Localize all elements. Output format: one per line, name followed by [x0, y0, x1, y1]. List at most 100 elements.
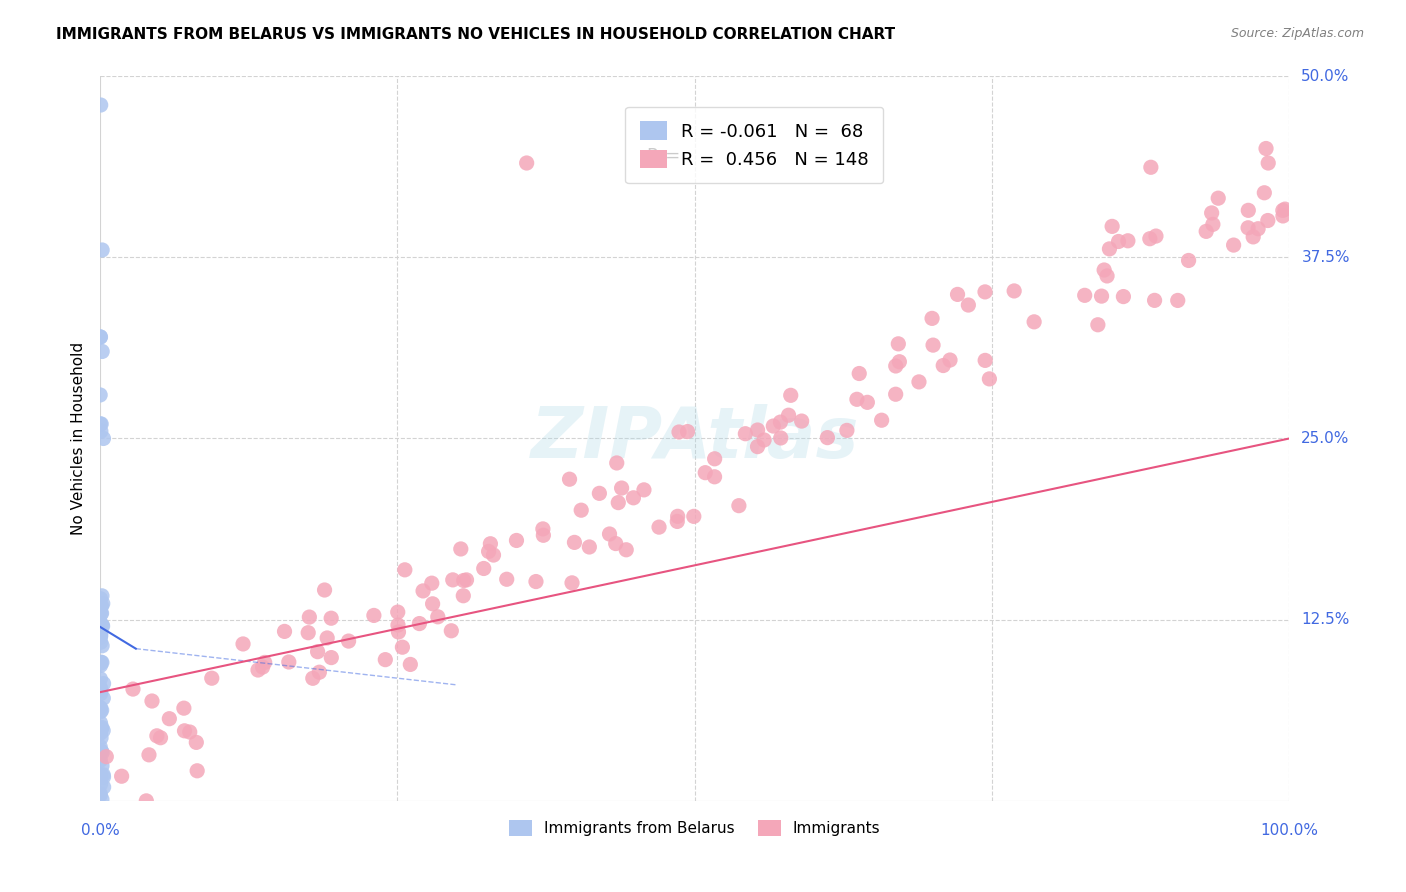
Point [232, 637, 254, 651]
Point [762, 419, 785, 434]
Point [91, 618, 114, 632]
Point [173, 723, 195, 738]
Point [979, 372, 1001, 386]
Point [605, 536, 627, 550]
Point [173, 701, 195, 715]
Point [277, 655, 299, 669]
Point [321, 611, 343, 625]
Point [769, 415, 792, 429]
Point [89, 330, 111, 344]
Point [1222, 238, 1244, 252]
Point [666, 509, 689, 524]
Point [186, 764, 208, 778]
Point [531, 528, 554, 542]
Point [889, 355, 911, 369]
Point [273, 624, 295, 639]
Point [1090, 289, 1112, 303]
Point [89, 417, 111, 431]
Point [408, 616, 430, 631]
Point [89, 388, 111, 402]
Point [695, 466, 717, 480]
Point [747, 423, 769, 437]
Point [1254, 141, 1277, 155]
Point [666, 515, 689, 529]
Point [93, 780, 115, 794]
Point [111, 769, 134, 783]
Point [524, 574, 547, 589]
Text: R =: R = [647, 147, 686, 165]
Point [374, 653, 396, 667]
Point [1202, 218, 1225, 232]
Point [308, 665, 330, 680]
Text: ZIPAtlas: ZIPAtlas [530, 404, 859, 473]
Point [599, 527, 621, 541]
Point [835, 424, 858, 438]
Point [472, 561, 495, 575]
Point [957, 298, 980, 312]
Point [848, 367, 870, 381]
Point [89, 723, 111, 738]
Point [588, 486, 610, 500]
Point [1237, 220, 1260, 235]
Text: Source: ZipAtlas.com: Source: ZipAtlas.com [1230, 27, 1364, 40]
Point [301, 671, 323, 685]
Point [815, 431, 838, 445]
Point [1024, 315, 1046, 329]
Point [728, 499, 751, 513]
Point [974, 285, 997, 299]
Point [90, 731, 112, 745]
Point [90, 792, 112, 806]
Point [505, 533, 527, 548]
Point [752, 433, 775, 447]
Point [607, 495, 630, 509]
Point [186, 735, 208, 749]
Point [1206, 191, 1229, 205]
Point [939, 353, 962, 368]
Point [90, 744, 112, 758]
Point [478, 544, 501, 558]
Point [138, 747, 160, 762]
Point [1253, 186, 1275, 200]
Point [440, 624, 463, 638]
Point [394, 563, 416, 577]
Point [321, 650, 343, 665]
Point [856, 395, 879, 409]
Point [387, 618, 409, 632]
Point [450, 541, 472, 556]
Point [90, 417, 112, 431]
Point [887, 336, 910, 351]
Point [297, 625, 319, 640]
Point [1073, 288, 1095, 302]
Point [946, 287, 969, 301]
Point [89, 601, 111, 615]
Point [453, 589, 475, 603]
Point [1271, 209, 1294, 223]
Point [623, 491, 645, 505]
Point [93, 770, 115, 784]
Point [779, 388, 801, 402]
Point [141, 694, 163, 708]
Point [89, 787, 111, 801]
Point [614, 542, 637, 557]
Point [1087, 318, 1109, 332]
Point [90, 682, 112, 697]
Point [179, 725, 201, 739]
Point [974, 353, 997, 368]
Point [90, 98, 112, 112]
Point [91, 619, 114, 633]
Point [135, 794, 157, 808]
Text: 12.5%: 12.5% [1302, 612, 1350, 627]
Point [252, 660, 274, 674]
Point [90, 599, 112, 614]
Point [146, 729, 169, 743]
Point [884, 359, 907, 373]
Point [1143, 293, 1166, 308]
Point [453, 574, 475, 588]
Point [387, 624, 409, 639]
Point [90, 721, 112, 735]
Point [422, 597, 444, 611]
Point [1257, 213, 1279, 227]
Point [89, 753, 111, 767]
Point [922, 338, 945, 352]
Point [298, 610, 321, 624]
